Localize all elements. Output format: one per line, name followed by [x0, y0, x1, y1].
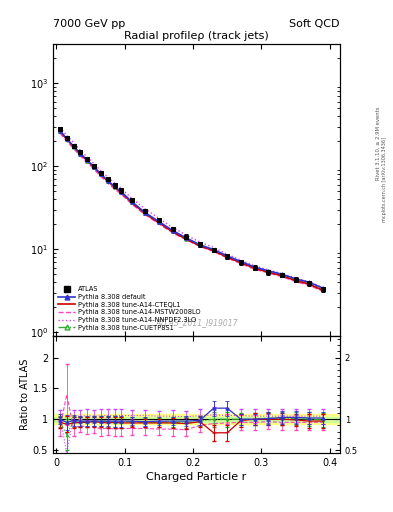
X-axis label: Charged Particle r: Charged Particle r	[146, 472, 247, 482]
Legend: ATLAS, Pythia 8.308 default, Pythia 8.308 tune-A14-CTEQL1, Pythia 8.308 tune-A14: ATLAS, Pythia 8.308 default, Pythia 8.30…	[56, 285, 203, 333]
Bar	[53, 417, 340, 422]
Text: ATLAS_2011_I919017: ATLAS_2011_I919017	[155, 318, 238, 327]
Text: Rivet 3.1.10, ≥ 2.9M events: Rivet 3.1.10, ≥ 2.9M events	[376, 106, 380, 180]
Y-axis label: Ratio to ATLAS: Ratio to ATLAS	[20, 359, 30, 430]
Text: 7000 GeV pp: 7000 GeV pp	[53, 19, 125, 30]
Title: Radial profileρ (track jets): Radial profileρ (track jets)	[124, 31, 269, 41]
Text: mcplots.cern.ch [arXiv:1306.3436]: mcplots.cern.ch [arXiv:1306.3436]	[382, 137, 387, 222]
Text: Soft QCD: Soft QCD	[290, 19, 340, 30]
Bar	[53, 414, 340, 424]
